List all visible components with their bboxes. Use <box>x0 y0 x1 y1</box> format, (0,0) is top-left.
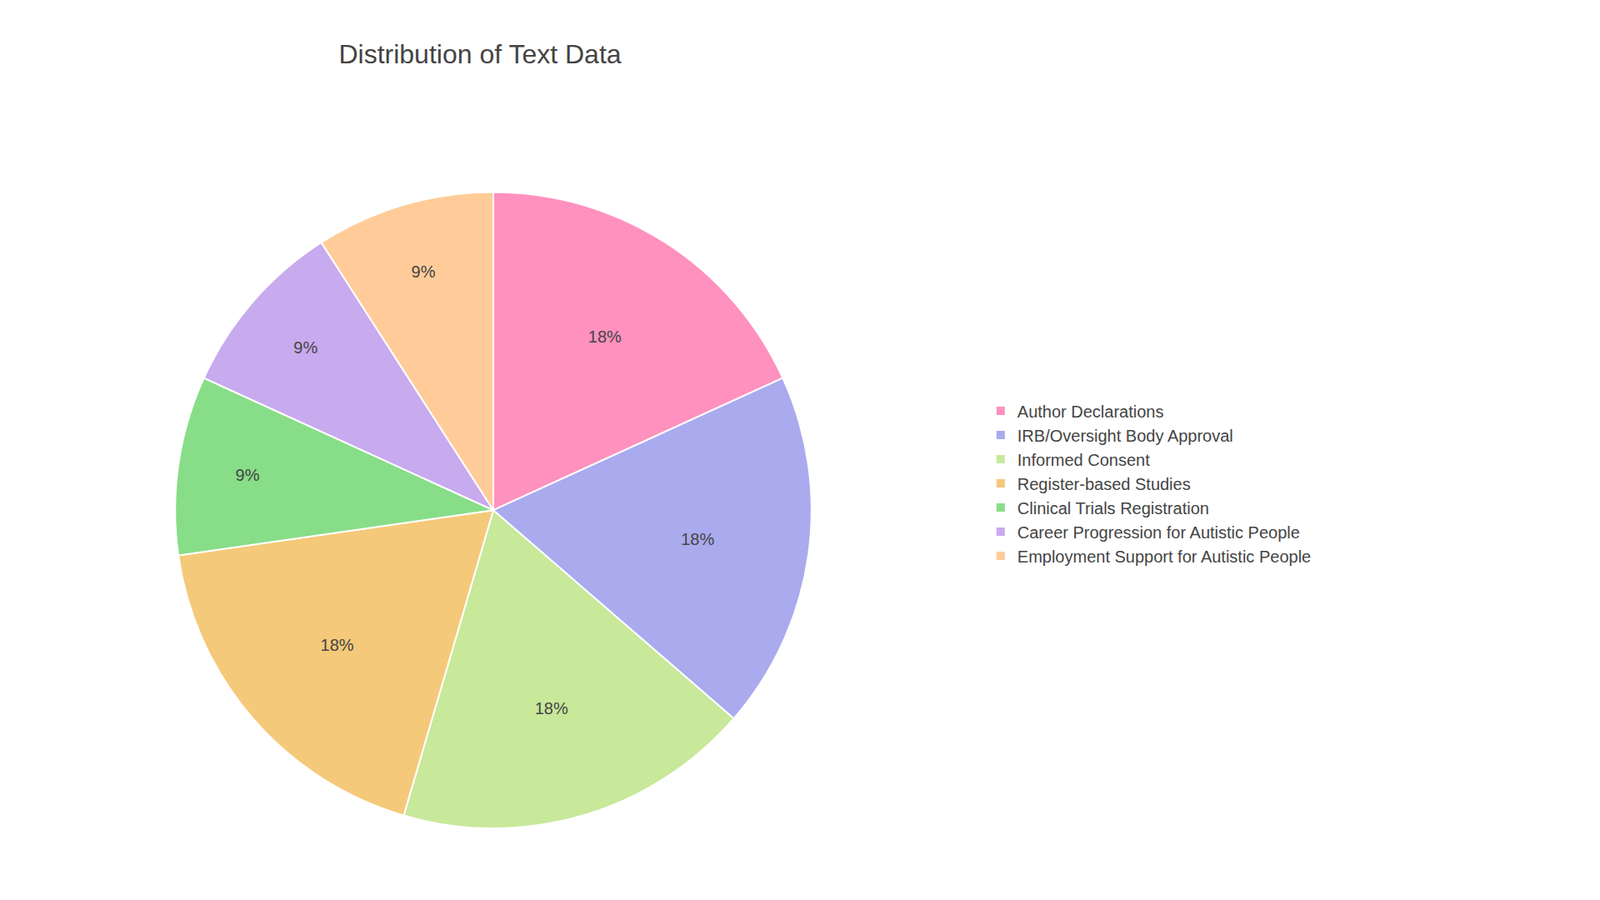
svg-text:Employment Support for Autisti: Employment Support for Autistic People <box>1017 547 1311 566</box>
svg-text:Author Declarations: Author Declarations <box>1017 402 1165 421</box>
svg-text:9%: 9% <box>293 338 318 357</box>
svg-text:Career Progression for Autisti: Career Progression for Autistic People <box>1017 523 1300 542</box>
svg-text:18%: 18% <box>588 327 622 346</box>
svg-text:Register-based Studies: Register-based Studies <box>1017 475 1191 494</box>
svg-text:Informed Consent: Informed Consent <box>1017 450 1150 470</box>
svg-text:Distribution of Text Data: Distribution of Text Data <box>338 39 621 70</box>
svg-text:18%: 18% <box>680 530 715 549</box>
svg-text:18%: 18% <box>320 635 355 655</box>
svg-text:Clinical Trials Registration: Clinical Trials Registration <box>1017 499 1210 518</box>
svg-text:9%: 9% <box>411 262 436 281</box>
svg-text:9%: 9% <box>235 465 260 485</box>
svg-text:IRB/Oversight Body Approval: IRB/Oversight Body Approval <box>1017 426 1234 445</box>
svg-text:18%: 18% <box>535 699 569 718</box>
